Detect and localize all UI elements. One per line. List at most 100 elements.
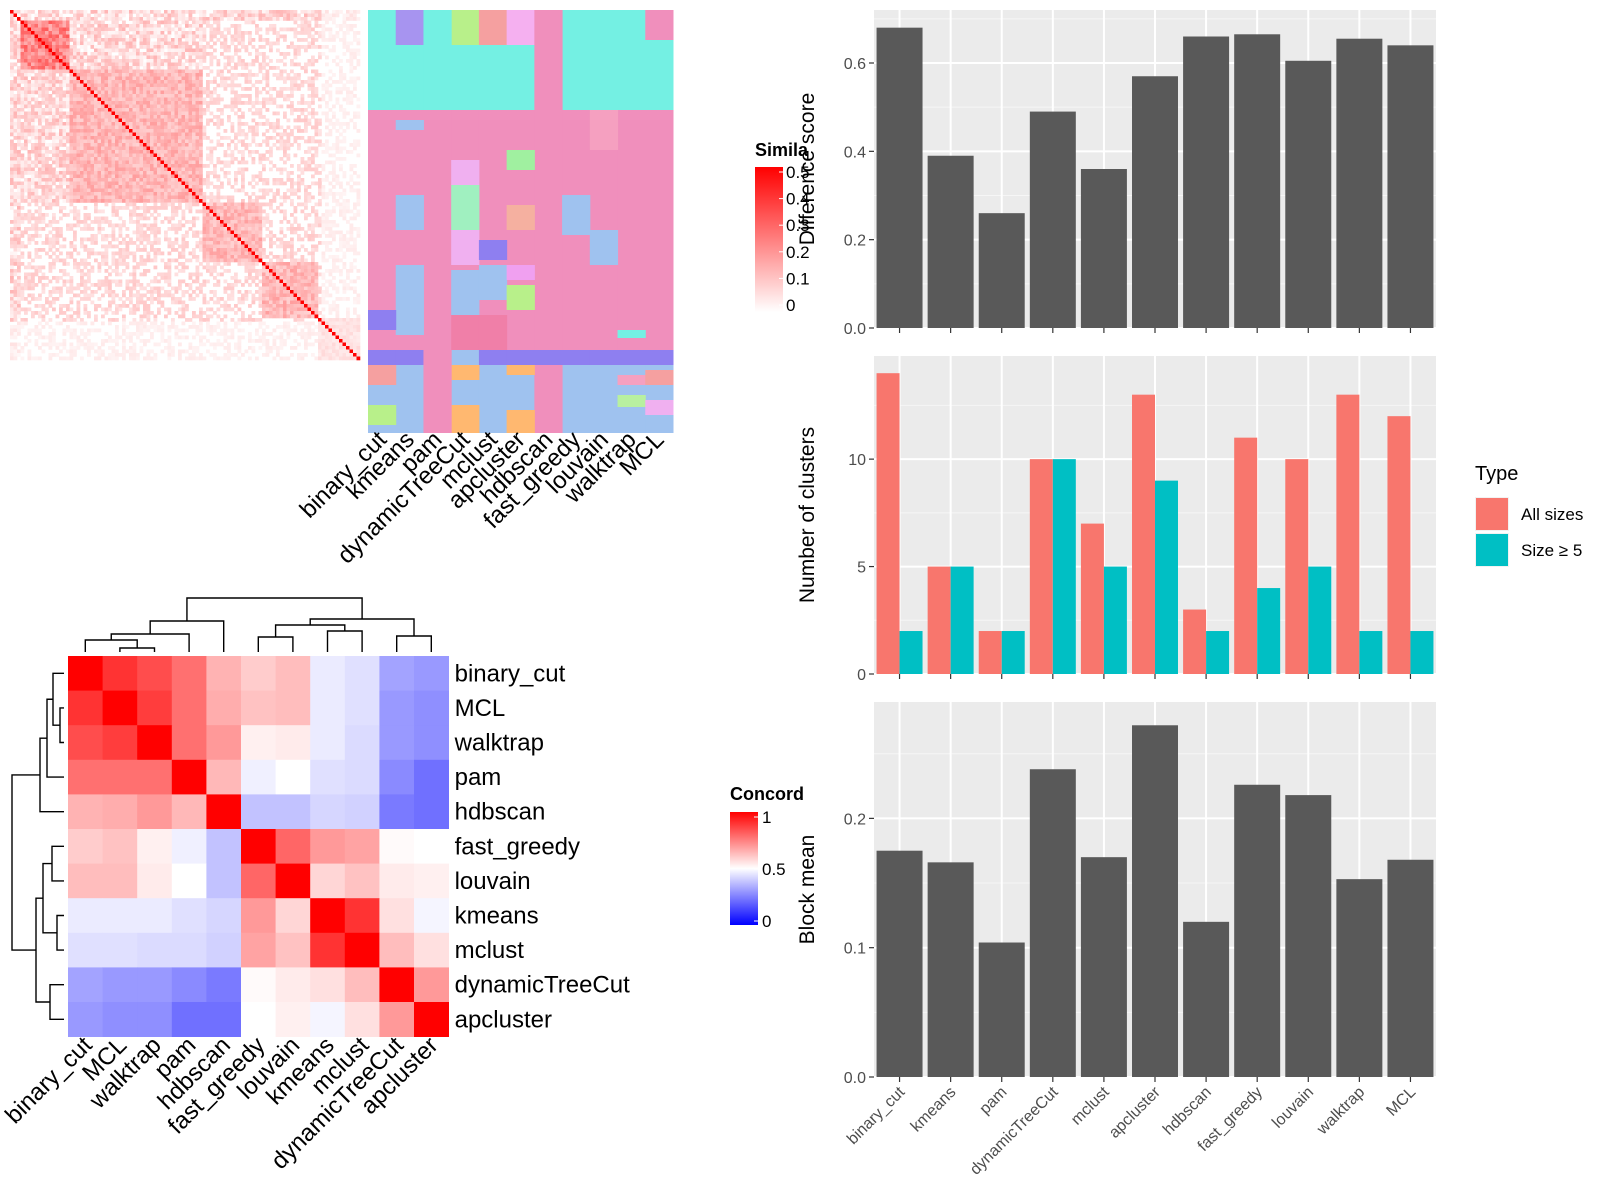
similarity-cell	[188, 97, 193, 102]
similarity-cell	[262, 122, 266, 126]
similarity-cell	[265, 13, 270, 18]
similarity-cell	[356, 48, 361, 53]
similarity-cell	[297, 195, 301, 200]
similarity-cell	[185, 66, 189, 70]
similarity-cell	[255, 17, 259, 21]
similarity-cell	[265, 139, 270, 144]
similarity-cell	[314, 38, 319, 42]
similarity-cell	[97, 97, 102, 102]
similarity-cell	[157, 136, 161, 140]
similarity-cell	[143, 171, 147, 175]
similarity-cell	[286, 244, 291, 249]
similarity-cell	[104, 220, 109, 224]
similarity-cell	[286, 97, 291, 102]
similarity-cell	[223, 213, 228, 217]
similarity-cell	[304, 195, 308, 200]
similarity-cell	[265, 157, 270, 161]
similarity-cell	[160, 195, 165, 200]
similarity-cell	[118, 234, 123, 238]
similarity-cell	[62, 94, 67, 98]
similarity-cell	[339, 76, 343, 81]
similarity-cell	[265, 227, 270, 231]
similarity-cell	[185, 160, 189, 165]
similarity-cell	[69, 62, 74, 67]
similarity-cell	[104, 143, 109, 147]
similarity-cell	[76, 125, 81, 130]
similarity-cell	[13, 223, 18, 228]
similarity-cell	[199, 38, 203, 42]
similarity-cell	[160, 185, 165, 189]
similarity-cell	[185, 192, 189, 196]
similarity-cell	[146, 234, 151, 238]
similarity-cell	[17, 188, 21, 193]
similarity-cell	[178, 62, 182, 67]
similarity-cell	[132, 153, 137, 158]
similarity-cell	[251, 38, 256, 42]
similarity-cell	[220, 244, 224, 249]
similarity-cell	[153, 167, 158, 172]
similarity-cell	[157, 237, 161, 242]
similarity-cell	[206, 87, 210, 91]
similarity-cell	[297, 31, 301, 35]
similarity-cell	[174, 178, 179, 182]
similarity-cell	[27, 31, 32, 35]
similarity-cell	[118, 181, 123, 186]
similarity-cell	[97, 73, 102, 77]
similarity-cell	[31, 66, 35, 70]
similarity-cell	[31, 27, 35, 32]
similarity-cell	[325, 62, 329, 67]
similarity-cell	[174, 80, 179, 84]
similarity-cell	[314, 125, 319, 130]
similarity-cell	[279, 227, 284, 231]
similarity-cell	[52, 143, 56, 147]
similarity-cell	[265, 27, 270, 32]
similarity-cell	[171, 52, 175, 56]
similarity-cell	[129, 195, 133, 200]
similarity-cell	[157, 62, 161, 67]
similarity-cell	[216, 94, 221, 98]
similarity-cell	[178, 97, 182, 102]
similarity-cell	[118, 27, 123, 32]
similarity-cell	[199, 31, 203, 35]
similarity-cell	[59, 174, 63, 179]
similarity-cell	[241, 101, 245, 105]
similarity-cell	[66, 171, 70, 175]
similarity-cell	[87, 129, 91, 133]
similarity-cell	[41, 90, 46, 95]
similarity-cell	[339, 69, 343, 74]
similarity-cell	[48, 69, 53, 74]
similarity-cell	[188, 157, 193, 161]
similarity-cell	[108, 34, 112, 39]
similarity-cell	[167, 139, 172, 144]
similarity-cell	[290, 143, 294, 147]
similarity-cell	[286, 241, 291, 245]
similarity-cell	[153, 13, 158, 18]
similarity-cell	[69, 199, 74, 203]
similarity-cell	[76, 31, 81, 35]
similarity-cell	[94, 69, 98, 74]
similarity-cell	[272, 10, 277, 14]
similarity-cell	[90, 20, 95, 25]
similarity-cell	[153, 101, 158, 105]
similarity-cell	[108, 160, 112, 165]
similarity-cell	[17, 174, 21, 179]
similarity-cell	[69, 87, 74, 91]
similarity-cell	[31, 227, 35, 231]
similarity-cell	[55, 122, 60, 126]
similarity-cell	[321, 94, 326, 98]
similarity-cell	[178, 17, 182, 21]
similarity-cell	[139, 69, 144, 74]
similarity-cell	[48, 241, 53, 245]
similarity-cell	[160, 83, 165, 88]
similarity-cell	[202, 164, 207, 168]
similarity-cell	[20, 31, 25, 35]
similarity-cell	[269, 244, 273, 249]
similarity-cell	[87, 27, 91, 32]
similarity-cell	[111, 115, 116, 119]
similarity-cell	[90, 164, 95, 168]
similarity-cell	[24, 129, 28, 133]
similarity-cell	[20, 66, 25, 70]
similarity-cell	[307, 185, 312, 189]
similarity-cell	[311, 83, 315, 88]
similarity-cell	[251, 237, 256, 242]
